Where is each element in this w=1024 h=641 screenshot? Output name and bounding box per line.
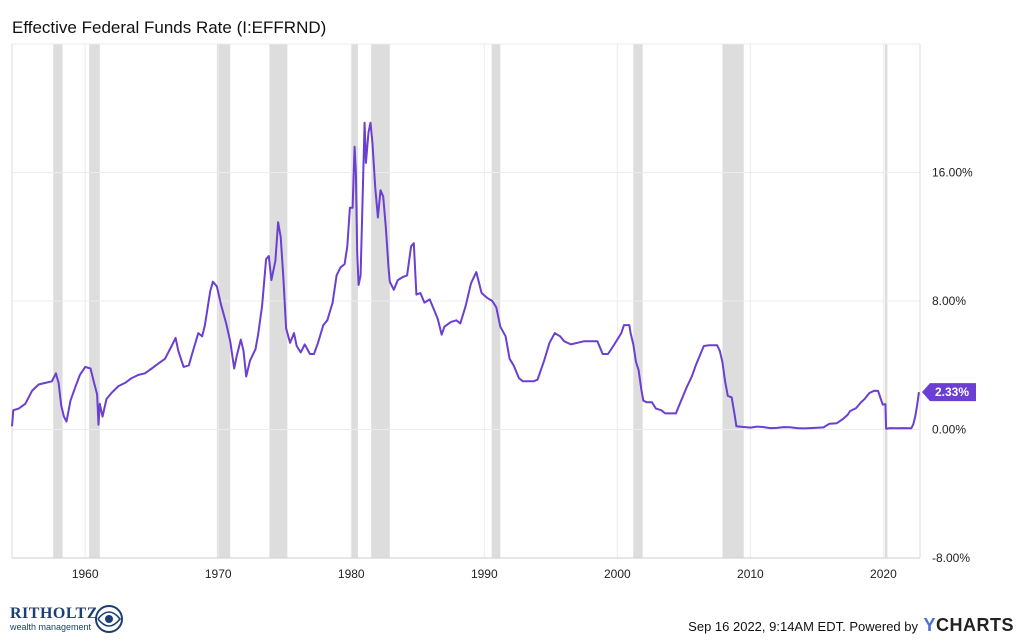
x-tick-label: 2020 <box>870 567 897 581</box>
logo-subtitle: wealth management <box>10 622 92 632</box>
axes: 16.00% 8.00% 0.00% -8.00% 1960 1970 1980 1990 20… <box>11 44 973 581</box>
y-tick-label: 16.00% <box>932 166 973 180</box>
x-tick-label: 1970 <box>205 567 232 581</box>
series-layer <box>11 121 920 430</box>
ritholtz-logo: RITHOLTZ wealth management <box>10 603 130 637</box>
ycharts-logo[interactable]: YCHARTS <box>923 615 1014 636</box>
ycharts-logo-text: CHARTS <box>936 615 1014 635</box>
series-line <box>11 121 920 430</box>
y-tick-label: 0.00% <box>932 423 966 437</box>
x-tick-label: 2010 <box>737 567 764 581</box>
footer-note: Sep 16 2022, 9:14AM EDT. Powered by <box>688 619 918 634</box>
chart-title: Effective Federal Funds Rate (I:EFFRND) <box>12 18 327 37</box>
last-value-label: 2.33% <box>922 383 976 402</box>
last-value-tag <box>922 383 976 402</box>
ycharts-logo-y: Y <box>923 615 936 635</box>
y-tick-label: -8.00% <box>932 551 970 565</box>
footer-powered-by: Powered by <box>849 619 918 634</box>
last-value-text: 2.33% <box>935 385 969 399</box>
x-tick-label: 1960 <box>72 567 99 581</box>
x-tick-label: 1990 <box>471 567 498 581</box>
chart-canvas: 16.00% 8.00% 0.00% -8.00% 1960 1970 1980 1990 20… <box>11 43 976 581</box>
footer-timestamp: Sep 16 2022, 9:14AM EDT. <box>688 619 846 634</box>
logo-name: RITHOLTZ <box>10 605 98 622</box>
x-tick-label: 1980 <box>338 567 365 581</box>
logo-emblem-icon <box>95 605 123 633</box>
y-tick-label: 8.00% <box>932 294 966 308</box>
labels: 2.33% <box>922 383 976 402</box>
x-tick-label: 2000 <box>604 567 631 581</box>
